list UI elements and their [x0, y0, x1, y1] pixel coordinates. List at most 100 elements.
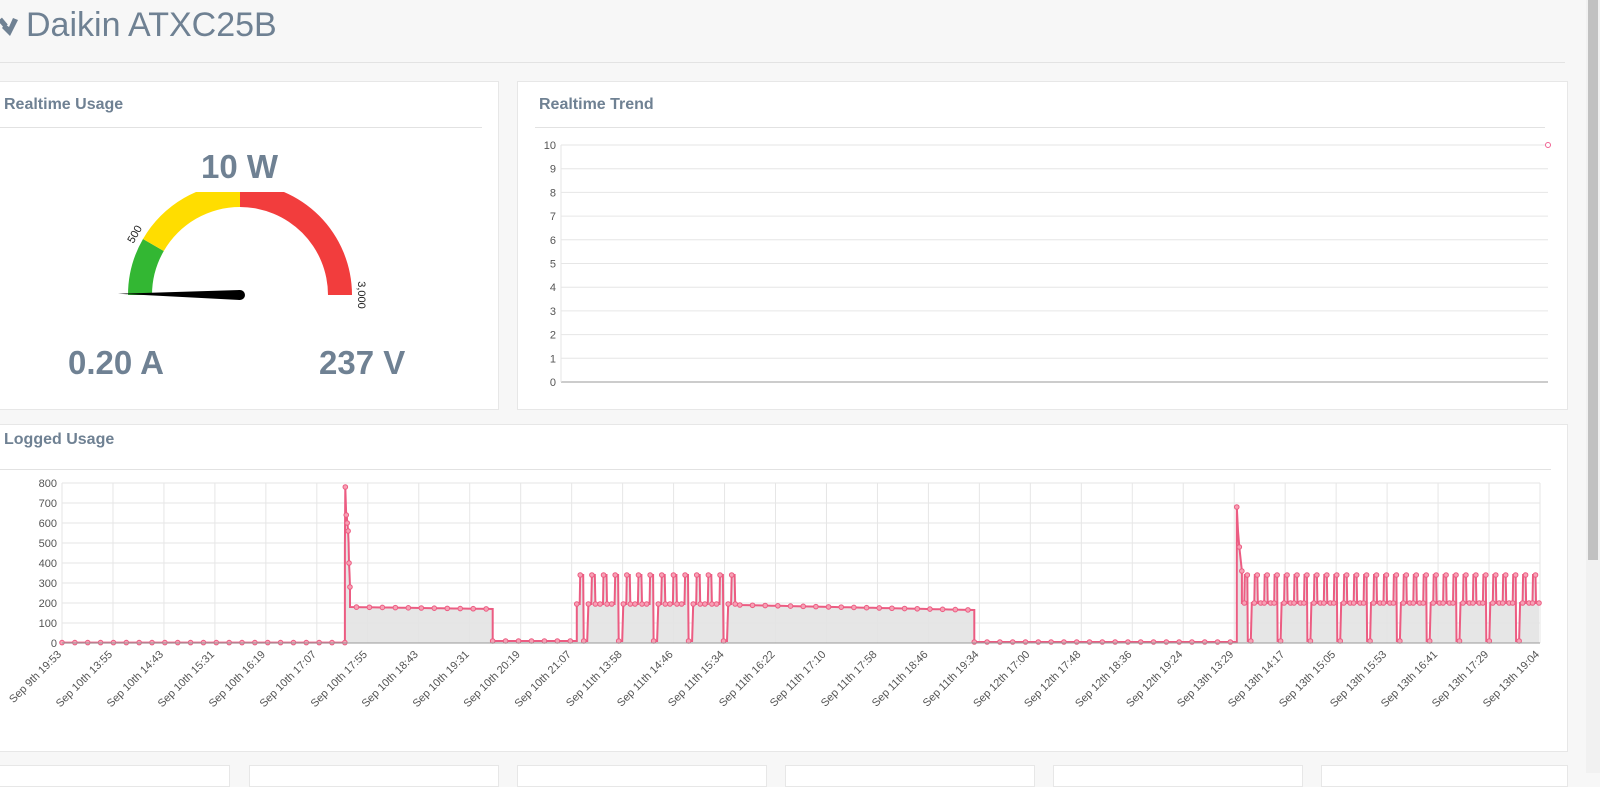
logged-point: [1529, 600, 1536, 606]
logged-point: [939, 606, 946, 613]
logged-point: [876, 605, 883, 611]
trend-ytick-label: 3: [550, 306, 556, 318]
logged-point: [608, 601, 615, 607]
logged-point: [732, 601, 738, 607]
logged-point: [775, 603, 781, 609]
logged-point: [1086, 639, 1093, 645]
logged-point: [343, 512, 350, 518]
logged-point: [1340, 600, 1347, 606]
realtime-trend-panel: Realtime Trend 0 1 2 3 4 5 6 7 8 9 10: [517, 81, 1568, 410]
logged-point: [1460, 600, 1466, 606]
logged-point: [667, 601, 673, 607]
trend-ytick-label: 5: [550, 259, 556, 271]
logged-point: [682, 572, 688, 578]
logged-point: [444, 605, 451, 612]
logged-point: [1492, 572, 1499, 578]
logged-point: [1150, 639, 1157, 645]
gauge-band-2: [240, 192, 352, 295]
logged-point: [483, 606, 489, 612]
logged-point: [589, 572, 595, 578]
logged-point: [635, 572, 642, 578]
logged-point: [1430, 600, 1436, 606]
trend-ytick-label: 9: [550, 164, 556, 176]
trend-ytick-label: 4: [550, 282, 556, 294]
logged-point: [1035, 639, 1042, 645]
logged-point: [697, 601, 704, 607]
trend-ytick-label: 8: [550, 187, 556, 199]
logged-point: [1233, 504, 1240, 510]
logged-point: [627, 601, 634, 607]
logged-point: [717, 572, 723, 578]
logged-point: [592, 601, 599, 607]
logged-point: [709, 601, 715, 607]
logged-point: [379, 604, 386, 611]
logged-ytick-label: 700: [39, 498, 57, 510]
logged-point: [1112, 639, 1118, 645]
logged-point: [1281, 600, 1287, 606]
trend-ytick-label: 7: [550, 211, 556, 223]
logged-point: [705, 572, 712, 578]
trend-ytick-label: 10: [544, 140, 556, 152]
logged-point: [1274, 572, 1280, 578]
logged-point: [1330, 600, 1337, 606]
logged-point: [863, 604, 870, 611]
logged-point: [1480, 600, 1486, 606]
logged-point: [1536, 600, 1542, 606]
logged-point: [1261, 600, 1268, 606]
logged-point: [1499, 600, 1506, 606]
bottom-card-4: [785, 765, 1035, 787]
logged-ytick-label: 300: [39, 578, 57, 590]
logged-usage-panel: Logged Usage 0 100 200 300 400 500 600 700 800 Se…: [0, 424, 1568, 752]
logged-point: [1413, 572, 1420, 578]
panel-divider: [535, 127, 1545, 128]
voltage-value: 237 V: [319, 344, 406, 381]
realtime-trend-chart: 0 1 2 3 4 5 6 7 8 9 10: [544, 140, 1551, 389]
page-title: Daikin ATXC25B: [26, 6, 277, 44]
page-scrollbar[interactable]: [1586, 0, 1600, 773]
logged-point: [1343, 572, 1350, 578]
logged-point: [1489, 600, 1496, 606]
scrollbar-thumb[interactable]: [1588, 0, 1598, 560]
logged-point: [577, 572, 584, 578]
logged-point: [1473, 572, 1479, 578]
logged-point: [737, 602, 743, 608]
logged-point: [1463, 572, 1469, 578]
logged-point: [1048, 639, 1054, 645]
logged-point: [889, 605, 895, 612]
logged-point: [670, 572, 677, 578]
logged-point: [927, 606, 933, 612]
logged-point: [1201, 639, 1208, 645]
logged-point: [1314, 572, 1320, 578]
logged-point: [1227, 639, 1234, 645]
logged-point: [624, 572, 630, 578]
trend-ytick-label: 0: [550, 377, 556, 389]
logged-point: [838, 604, 845, 610]
logged-point: [662, 601, 669, 607]
trend-ytick-label: 2: [550, 330, 556, 342]
logged-point: [800, 603, 807, 610]
logged-point: [1301, 600, 1307, 606]
logged-point: [345, 528, 351, 534]
logged-point: [674, 601, 680, 607]
logged-point: [1189, 639, 1195, 645]
logged-point: [1137, 639, 1144, 645]
logged-point: [366, 604, 373, 611]
logged-point: [1403, 572, 1410, 578]
logged-point: [346, 560, 352, 566]
logged-point: [1009, 639, 1016, 645]
logged-point: [1519, 600, 1526, 606]
logged-point: [825, 604, 832, 610]
logged-point: [600, 572, 607, 578]
current-value: 0.20 A: [68, 344, 165, 381]
logged-point: [1502, 572, 1509, 578]
bottom-card-6: [1321, 765, 1568, 787]
logged-point: [713, 601, 720, 607]
logged-point: [690, 601, 697, 607]
logged-point: [612, 572, 618, 578]
logged-point: [1324, 572, 1330, 578]
logged-point: [693, 572, 700, 578]
logged-point: [965, 607, 971, 613]
logged-point: [1370, 600, 1377, 606]
logged-point: [347, 584, 353, 590]
